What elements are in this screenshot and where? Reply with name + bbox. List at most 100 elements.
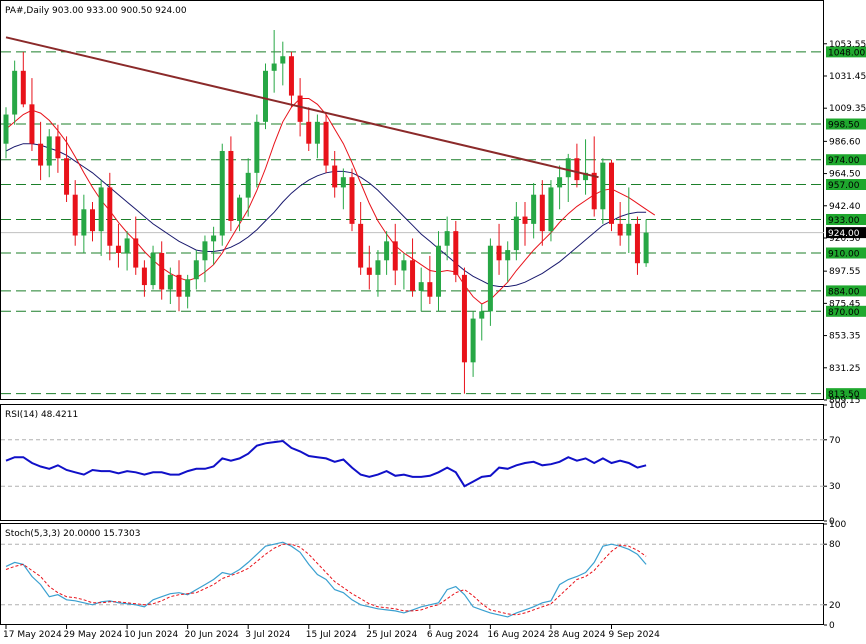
candle	[617, 201, 623, 246]
candle-body	[306, 121, 312, 144]
level-tag	[826, 46, 866, 58]
candle	[444, 216, 450, 261]
candle	[72, 180, 78, 246]
stoch-tick-label: 20	[829, 601, 841, 611]
candle-body	[427, 282, 433, 297]
candle	[479, 304, 485, 341]
candle	[90, 201, 95, 242]
candle	[626, 187, 632, 254]
ma-fast-line	[5, 98, 656, 305]
candle-body	[340, 177, 346, 188]
candle-body	[617, 223, 623, 236]
level-tag	[826, 285, 866, 297]
candle	[609, 159, 614, 232]
level-tag	[826, 118, 866, 130]
level-tag	[826, 388, 866, 400]
rsi-panel[interactable]: RSI(14) 48.4211 100 70 30 0	[0, 401, 847, 527]
candle	[133, 216, 139, 275]
candle-body	[12, 70, 18, 115]
candle	[202, 235, 208, 283]
stoch-signal-line	[5, 543, 647, 616]
candle	[3, 107, 9, 159]
candle-body	[479, 311, 485, 319]
candle-body	[522, 216, 528, 224]
candle-body	[626, 223, 632, 236]
candle	[366, 245, 372, 290]
price-tick-label: 897.55	[829, 267, 861, 277]
price-tick-label: 853.35	[829, 332, 861, 342]
candle	[436, 231, 441, 312]
candle-body	[332, 165, 338, 188]
main-price-panel[interactable]: PA#,Daily 903.00 933.00 900.50 924.00 10…	[0, 0, 866, 407]
candle-body	[228, 150, 234, 221]
level-tag	[826, 154, 866, 166]
candle	[487, 238, 493, 326]
candle-body	[600, 162, 606, 210]
stoch-panel[interactable]: Stoch(5,3,3) 20.0000 15.7303 100 80 20 0	[0, 520, 847, 631]
candle-body	[72, 194, 78, 236]
trendline-group[interactable]	[5, 36, 599, 179]
candle-body	[219, 150, 225, 236]
candle-body	[90, 209, 95, 232]
candle-body	[461, 274, 467, 363]
stoch-line-group	[5, 541, 647, 618]
candle	[20, 51, 26, 108]
time-tick-label: 10 Jun 2024	[124, 630, 178, 640]
candle-body	[366, 267, 372, 275]
candle	[12, 60, 18, 125]
candle	[193, 250, 199, 290]
price-tick-label: 831.25	[829, 364, 861, 374]
candle-body	[453, 231, 459, 275]
time-tick-label: 25 Jul 2024	[366, 630, 417, 640]
candle	[384, 231, 390, 275]
candle-body	[539, 194, 545, 232]
candle	[280, 41, 286, 86]
candle	[55, 124, 61, 173]
candle	[254, 114, 260, 188]
candle	[513, 201, 519, 261]
level-tag	[826, 179, 866, 191]
price-tick-label: 920.30	[829, 234, 861, 244]
candle-body	[548, 187, 554, 232]
candle	[314, 114, 320, 159]
candle-body	[634, 223, 640, 264]
candle-body	[202, 241, 208, 261]
candle	[375, 250, 381, 297]
candle-body	[98, 187, 104, 232]
time-axis: 17 May 2024 29 May 2024 10 Jun 2024 20 Jun …	[3, 625, 660, 640]
candle-body	[254, 121, 260, 173]
candle	[228, 136, 234, 232]
candle-body	[29, 104, 35, 144]
candle	[64, 136, 70, 202]
candle-body	[271, 63, 277, 71]
stoch-tick-label: 80	[829, 540, 841, 550]
stoch-main-line	[5, 541, 647, 618]
stoch-axis: 100 80 20 0	[824, 520, 846, 631]
candle-body	[150, 253, 156, 286]
candle	[38, 121, 44, 181]
candle-body	[565, 158, 571, 178]
level-tag-label: 870.00	[828, 308, 860, 318]
price-tick-label: 942.40	[829, 202, 861, 212]
candle-body	[185, 279, 191, 297]
rsi-tick-label: 100	[829, 401, 846, 411]
candle	[496, 223, 502, 275]
candle-body	[55, 136, 61, 159]
candle	[427, 255, 433, 305]
candle-body	[418, 282, 424, 291]
candle-body	[487, 245, 493, 312]
candle	[557, 165, 563, 210]
candle	[46, 129, 52, 178]
candle-body	[643, 232, 649, 264]
candle-body	[436, 245, 441, 297]
candle	[349, 168, 355, 232]
candle	[410, 238, 416, 297]
candle-body	[141, 267, 147, 286]
candle	[418, 267, 424, 312]
candle-body	[609, 162, 614, 224]
level-tag-label: 933.00	[828, 216, 860, 226]
candle	[401, 253, 407, 290]
trendline[interactable]	[5, 36, 599, 179]
candle-body	[297, 95, 303, 122]
